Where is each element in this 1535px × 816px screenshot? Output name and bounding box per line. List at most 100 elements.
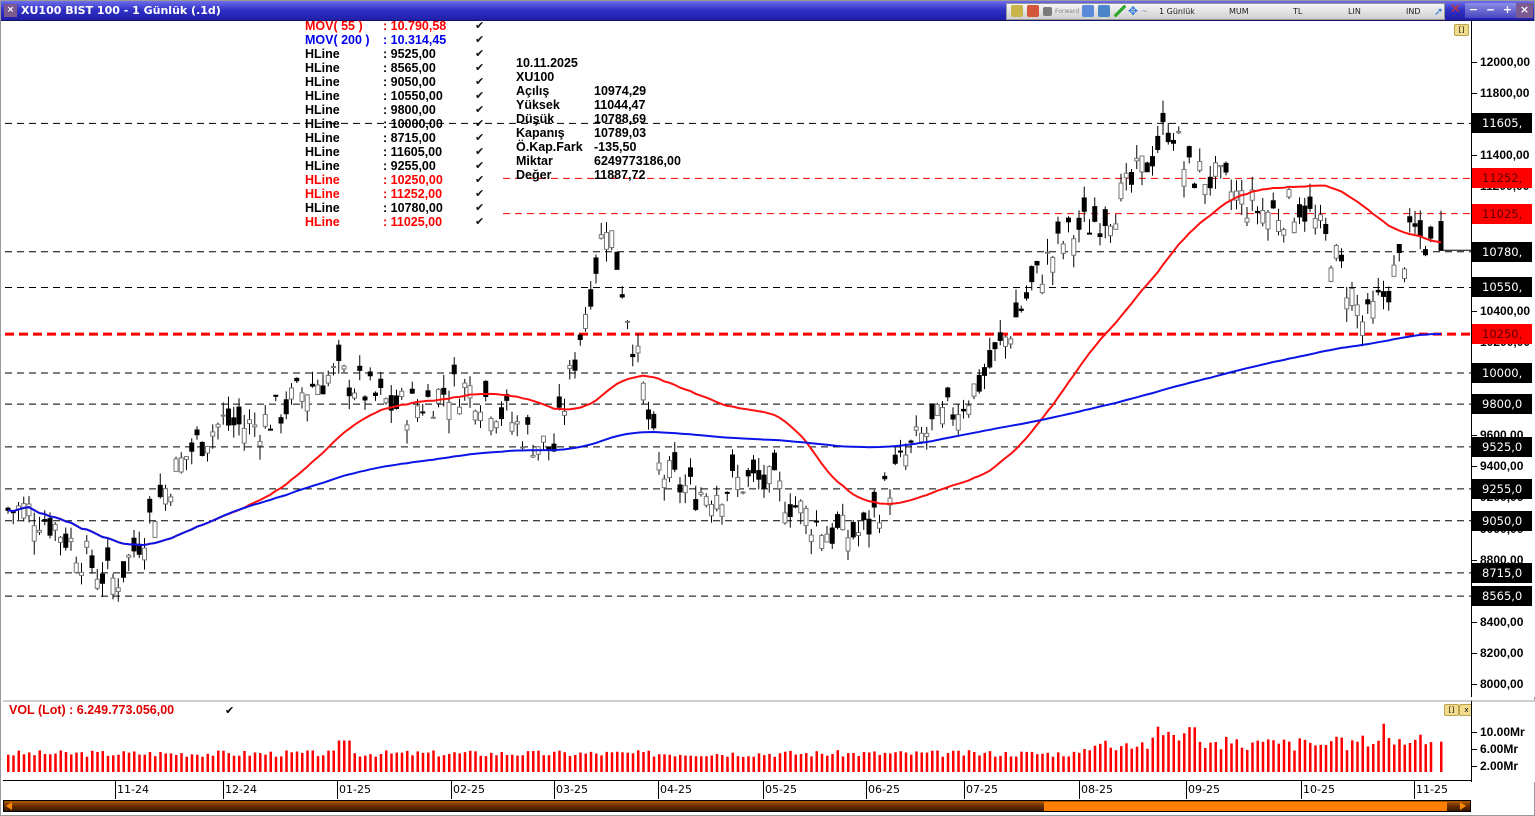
candlestick-chart[interactable] <box>3 21 1471 697</box>
pan-icon[interactable]: ✥ <box>1128 4 1139 18</box>
candle <box>541 435 546 450</box>
hline-price-label[interactable]: 10250, <box>1472 324 1532 345</box>
candle <box>1129 168 1134 193</box>
price-axis[interactable]: 12000,0011800,0011400,0011200,0010800,00… <box>1471 21 1535 697</box>
candle <box>514 415 520 437</box>
hline-price-label[interactable]: 11025, <box>1472 203 1532 224</box>
hline-price-label[interactable]: 9255,0 <box>1472 478 1532 499</box>
legend-row[interactable]: HLine: 8715,00 ✔ <box>305 131 487 145</box>
period-selector[interactable]: 1 Günlük <box>1159 7 1195 16</box>
candle <box>37 516 42 535</box>
candle <box>745 467 751 487</box>
scrollbar-thumb[interactable] <box>1044 802 1447 811</box>
hline-price-label[interactable]: 10780, <box>1472 241 1532 262</box>
template-icon[interactable] <box>1027 5 1039 17</box>
forward-button[interactable]: Forward <box>1055 8 1080 15</box>
hline-price-label[interactable]: 11252, <box>1472 168 1532 189</box>
close-chart-button[interactable]: × <box>4 4 17 17</box>
legend-row[interactable]: HLine: 10250,00 ✔ <box>305 173 487 187</box>
legend-check-icon[interactable]: ✔ <box>475 61 485 74</box>
pane-maximize-button[interactable]: [] <box>1454 24 1469 36</box>
legend-row[interactable]: HLine: 10000,00 ✔ <box>305 117 487 131</box>
hline-price-label[interactable]: 8715,0 <box>1472 562 1532 583</box>
candle <box>1045 238 1050 265</box>
info-row: Ö.Kap.Fark -135,50 <box>516 140 681 154</box>
draw-pencil-icon[interactable] <box>1114 5 1126 17</box>
scroll-right-arrow-icon[interactable] <box>1460 802 1466 810</box>
hline-price-label[interactable]: 9800,0 <box>1472 394 1532 415</box>
hline-price-label[interactable]: 9050,0 <box>1472 510 1532 531</box>
candle <box>661 474 667 501</box>
time-scrollbar[interactable] <box>3 800 1471 812</box>
legend-check-icon[interactable]: ✔ <box>475 103 485 116</box>
indicator-selector[interactable]: IND <box>1406 7 1421 16</box>
legend-row[interactable]: HLine: 10780,00 ✔ <box>305 201 487 215</box>
scale-selector[interactable]: LIN <box>1348 7 1361 16</box>
maximize-button[interactable]: + <box>1499 3 1516 18</box>
hline-price-label[interactable]: 10000, <box>1472 363 1532 383</box>
legend-check-icon[interactable]: ✔ <box>475 75 485 88</box>
currency-selector[interactable]: TL <box>1293 7 1303 16</box>
legend-check-icon[interactable]: ✔ <box>475 131 485 144</box>
candle <box>850 520 856 540</box>
grid-icon[interactable] <box>1082 5 1094 17</box>
volume-label: VOL (Lot) : 6.249.773.056,00 <box>9 703 175 717</box>
legend-row[interactable]: MOV( 200 ): 10.314,45 ✔ <box>305 33 487 47</box>
legend-row[interactable]: HLine: 11252,00 ✔ <box>305 187 487 201</box>
indicator-icon[interactable] <box>1011 5 1023 17</box>
legend-check-icon[interactable]: ✔ <box>475 117 485 130</box>
wave-icon[interactable]: ~ <box>1142 6 1148 16</box>
candle <box>625 320 630 330</box>
candle <box>598 222 604 240</box>
legend-check-icon[interactable]: ✔ <box>475 19 485 32</box>
legend-check-icon[interactable]: ✔ <box>475 201 485 214</box>
legend-value: : 10550,00 <box>383 89 443 103</box>
legend-check-icon[interactable]: ✔ <box>475 215 485 228</box>
arrow-icon[interactable]: ➚ <box>1434 5 1444 18</box>
legend-row[interactable]: MOV( 55 ): 10.790,58 ✔ <box>305 19 487 33</box>
legend-row[interactable]: HLine: 9525,00 ✔ <box>305 47 487 61</box>
candle <box>845 529 851 560</box>
legend-row[interactable]: HLine: 11605,00 ✔ <box>305 145 487 159</box>
y-tick <box>1472 621 1477 623</box>
candle <box>672 441 678 473</box>
legend-check-icon[interactable]: ✔ <box>475 187 485 200</box>
candle <box>105 537 111 570</box>
legend-row[interactable]: HLine: 10550,00 ✔ <box>305 89 487 103</box>
hline-price-label[interactable]: 10550, <box>1472 277 1532 298</box>
candle <box>1249 176 1255 211</box>
hline-price-label[interactable]: 9525,0 <box>1472 436 1532 457</box>
candle <box>226 396 231 431</box>
candle <box>1239 179 1245 215</box>
legend-row[interactable]: HLine: 11025,00 ✔ <box>305 215 487 229</box>
close-window-button[interactable]: × <box>1516 3 1533 18</box>
legend-check-icon[interactable]: ✔ <box>475 33 485 46</box>
volume-pane-maximize-button[interactable]: [] <box>1444 704 1459 716</box>
legend-row[interactable]: HLine: 9050,00 ✔ <box>305 75 487 89</box>
hline-price-label[interactable]: 8565,0 <box>1472 586 1532 607</box>
tools-icon[interactable]: ✕ <box>1450 2 1461 17</box>
info-key: Ö.Kap.Fark <box>516 140 583 154</box>
candle <box>1202 183 1208 205</box>
minimize-button[interactable]: − <box>1465 3 1482 18</box>
scroll-left-arrow-icon[interactable] <box>6 802 12 810</box>
volume-visible-check[interactable]: ✔ <box>225 704 235 717</box>
legend-row[interactable]: HLine: 9255,00 ✔ <box>305 159 487 173</box>
volume-tick <box>1472 748 1477 750</box>
compare-icon[interactable] <box>1098 5 1110 17</box>
hline-price-label[interactable]: 11605, <box>1472 113 1532 134</box>
legend-check-icon[interactable]: ✔ <box>475 47 485 60</box>
volume-pane[interactable]: VOL (Lot) : 6.249.773.056,00 ✔ [] x <box>3 700 1474 782</box>
candle <box>1365 293 1371 314</box>
layout-icon[interactable] <box>1043 7 1052 16</box>
legend-check-icon[interactable]: ✔ <box>475 173 485 186</box>
legend-check-icon[interactable]: ✔ <box>475 145 485 158</box>
price-chart-pane[interactable] <box>3 21 1471 697</box>
legend-check-icon[interactable]: ✔ <box>475 159 485 172</box>
restore-button[interactable]: ‒ <box>1482 3 1499 18</box>
chart-type-selector[interactable]: MUM <box>1229 7 1249 16</box>
legend-check-icon[interactable]: ✔ <box>475 89 485 102</box>
legend-row[interactable]: HLine: 9800,00 ✔ <box>305 103 487 117</box>
legend-row[interactable]: HLine: 8565,00 ✔ <box>305 61 487 75</box>
